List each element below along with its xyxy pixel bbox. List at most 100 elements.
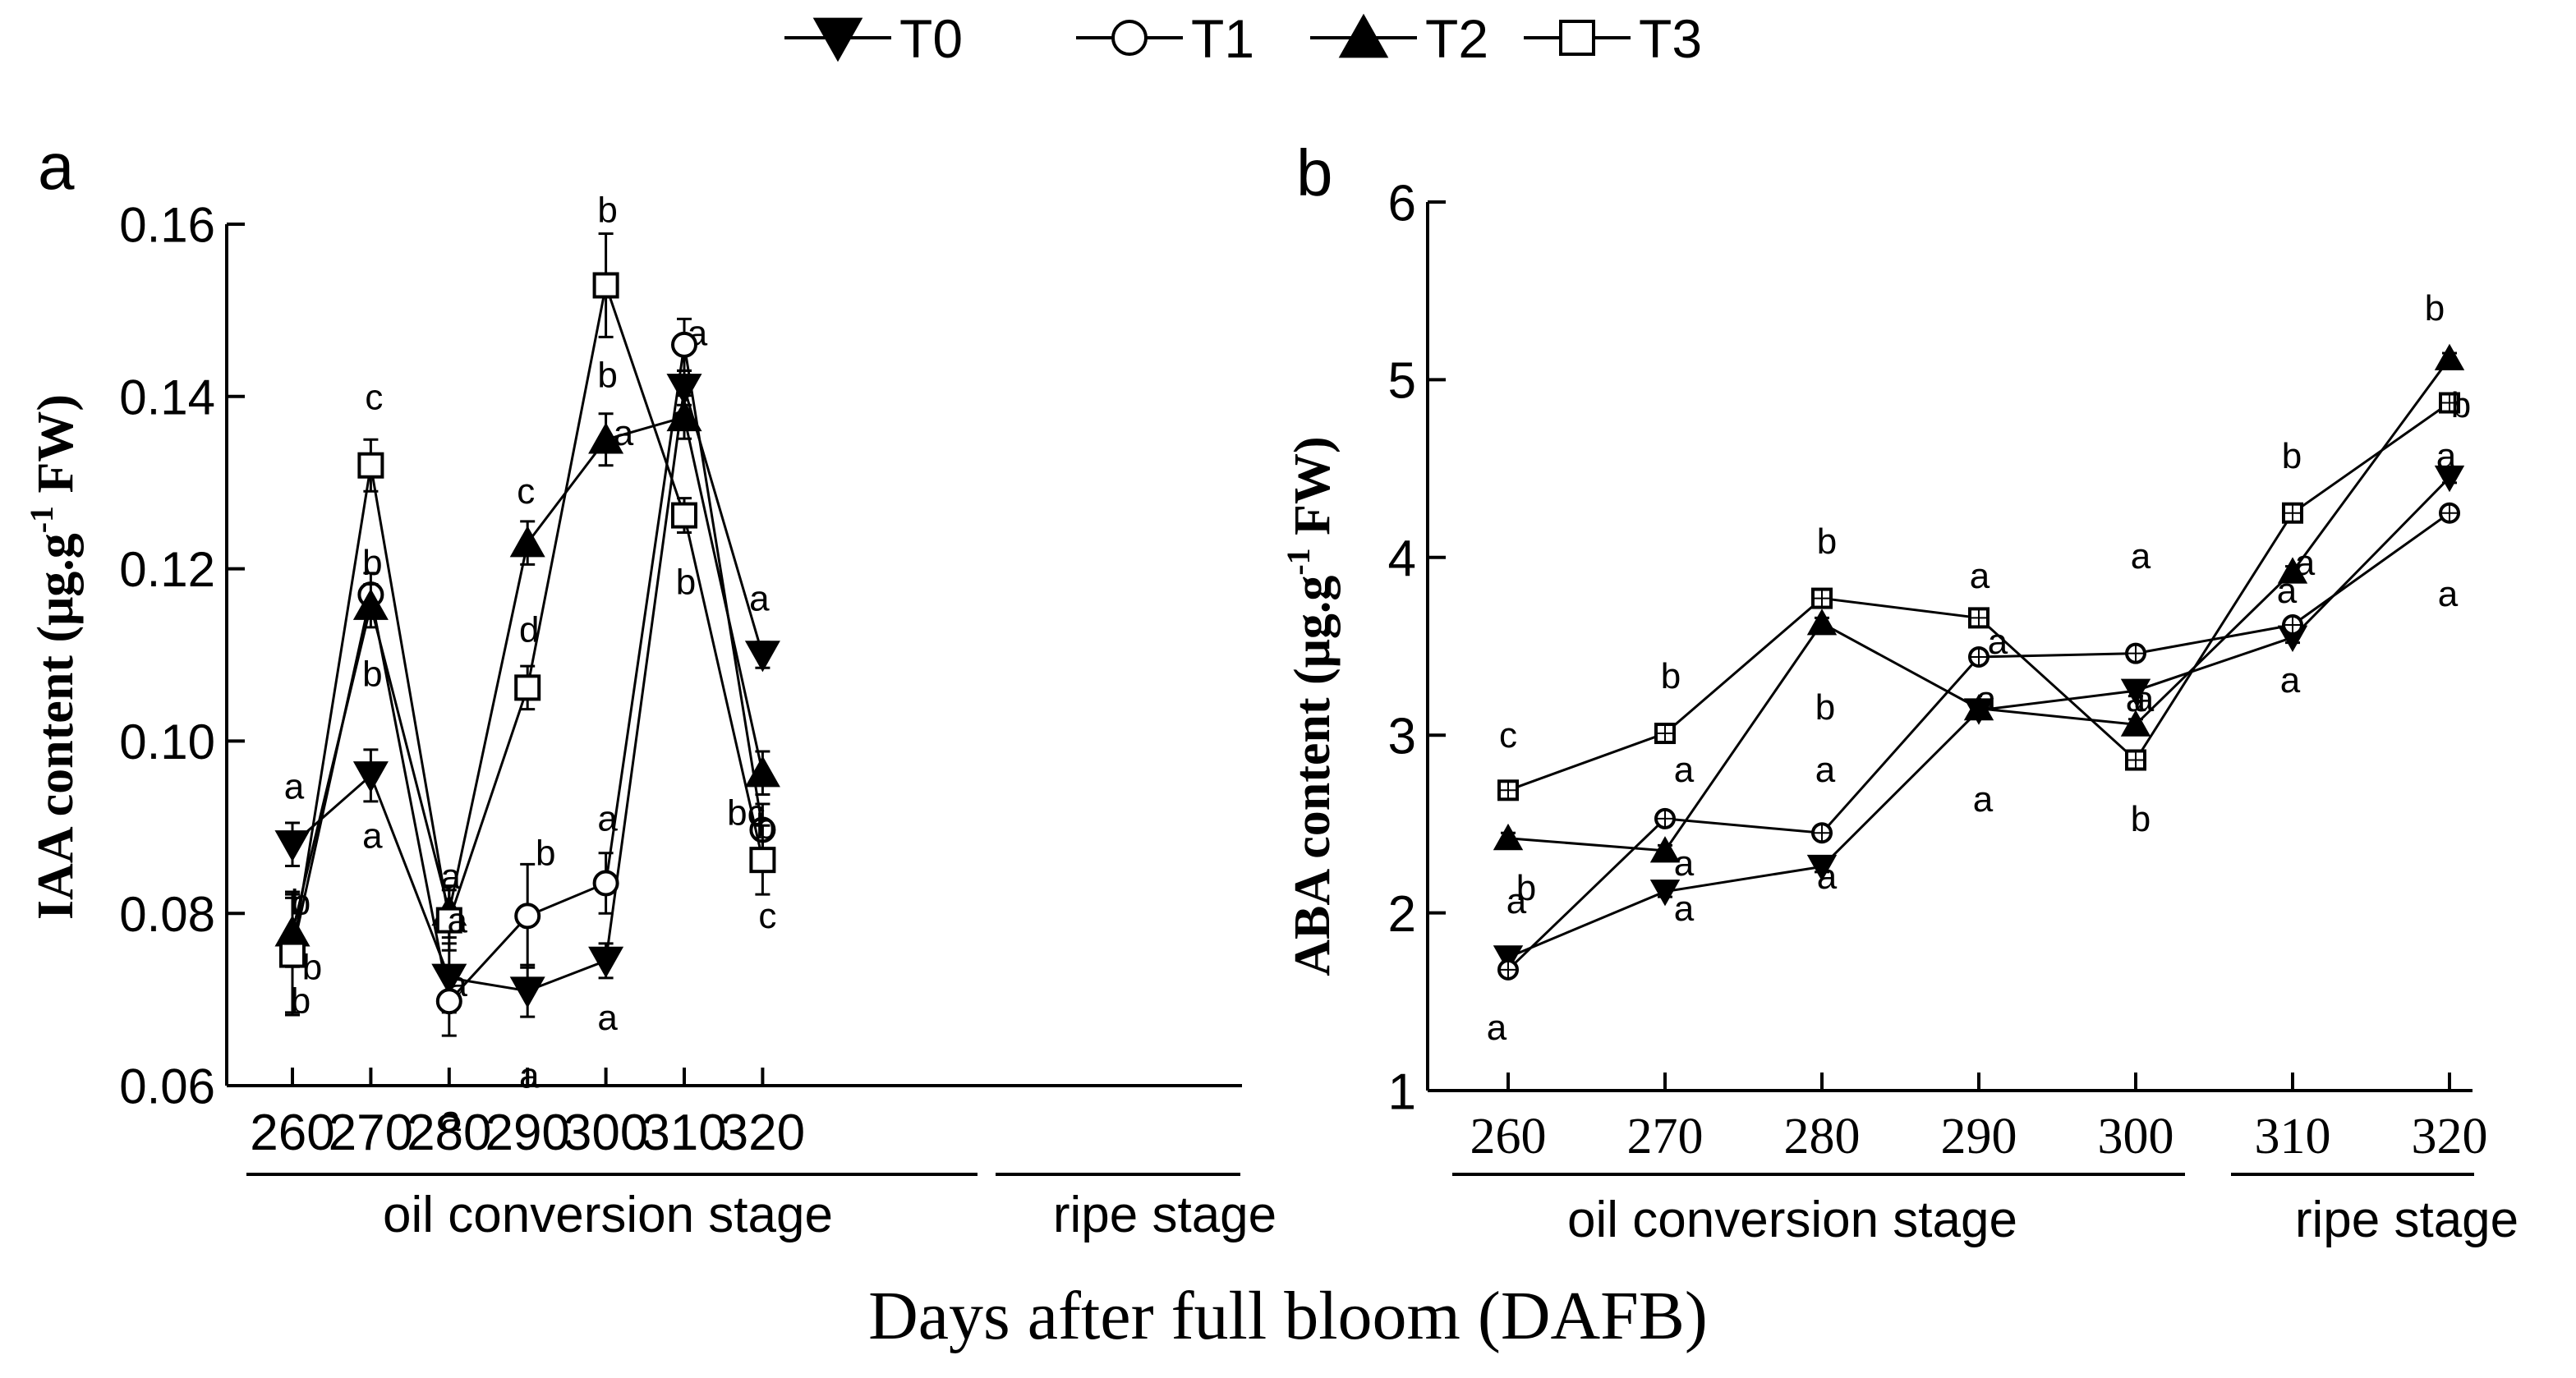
y-tick-label: 0.12: [119, 542, 215, 597]
data-point-T0: [2434, 465, 2465, 493]
significance-letter-T3: b: [2282, 436, 2302, 476]
significance-letter-T3: b: [676, 563, 696, 603]
data-point-T3: [435, 907, 462, 934]
significance-letter-T1: b: [536, 833, 555, 873]
y-tick-label: 3: [1388, 709, 1416, 765]
panel-b-aba-chart: 1 2 3 4 5 6 260 270 280 290 300 310 320 b ABA content …: [1280, 136, 2518, 1248]
x-tick-label: 270: [1627, 1109, 1704, 1164]
legend-label-T2: T2: [1425, 8, 1488, 69]
series-line-T3: [1507, 402, 2450, 792]
y-tick-label: 2: [1388, 886, 1416, 943]
data-point-T2: [1493, 823, 1524, 851]
data-point-T1: [514, 903, 541, 930]
significance-letter-T3: c: [365, 378, 383, 418]
data-point-T3: [749, 847, 776, 874]
legend-marker-T3: [1559, 20, 1595, 56]
series-line-T2: [1507, 357, 2451, 852]
significance-letter-T2: c: [517, 471, 535, 512]
data-point-T0: [744, 641, 780, 673]
y-axis-label-tail: FW): [1285, 436, 1341, 548]
stage-label: oil conversion stage: [1567, 1192, 2017, 1248]
significance-letter-T3: c: [1499, 715, 1517, 756]
significance-letter-T1: a: [1815, 750, 1836, 790]
data-point-T1: [435, 988, 462, 1015]
significance-letter-T2: a: [1674, 843, 1695, 884]
legend-label-T3: T3: [1639, 8, 1702, 69]
stage-label: oil conversion stage: [383, 1187, 833, 1243]
significance-letter-T1: a: [441, 1099, 462, 1139]
data-point-T2: [2434, 343, 2465, 370]
y-tick-label: 0.16: [119, 198, 215, 253]
significance-letter-T1: a: [2438, 574, 2459, 614]
data-point-T0: [1493, 945, 1524, 972]
significance-letter-T2: b: [1516, 868, 1536, 908]
data-point-T0: [1649, 880, 1681, 907]
data-point-T2: [2277, 557, 2308, 584]
significance-letter-T1: a: [2134, 679, 2155, 719]
significance-letter-T0: a: [284, 766, 305, 806]
significance-letter-T3: b: [2451, 385, 2471, 425]
y-tick-label: 6: [1388, 175, 1416, 232]
significance-letter-T3: b: [302, 948, 322, 988]
significance-letter-T2: a: [614, 413, 634, 453]
significance-letter-T0: a: [749, 579, 770, 619]
x-tick-label: 290: [1941, 1109, 2017, 1164]
significance-letter-T3: a: [448, 901, 468, 941]
x-tick-label: 280: [1784, 1109, 1861, 1164]
significance-letter-T0: a: [597, 998, 618, 1038]
legend-marker-T2: [1338, 13, 1389, 58]
y-axis-label-superscript: -1: [1280, 548, 1317, 575]
y-tick-label: 0.06: [119, 1059, 215, 1114]
significance-letter-T2: b: [2131, 799, 2150, 839]
y-axis-label-tail: FW): [28, 394, 84, 506]
significance-letter-T0: a: [362, 815, 383, 856]
legend-marker-T1: [1111, 20, 1148, 56]
data-point-T0: [1806, 854, 1838, 882]
figure-x-axis-label: Days after full bloom (DAFB): [868, 1278, 1708, 1354]
data-point-T0: [274, 830, 310, 862]
y-tick-label: 0.14: [119, 370, 215, 425]
significance-letter-T3: a: [1970, 556, 1990, 596]
x-tick-label: 320: [720, 1105, 805, 1161]
data-point-T2: [744, 756, 780, 788]
y-tick-label: 0.08: [119, 887, 215, 942]
x-tick-label: 270: [329, 1105, 413, 1161]
legend-label-T1: T1: [1191, 8, 1254, 69]
data-point-T3: [514, 674, 541, 701]
y-tick-label: 0.10: [119, 714, 215, 769]
y-tick-label: 5: [1388, 353, 1416, 410]
significance-letter-T2: b: [597, 355, 617, 395]
data-point-T0: [2120, 678, 2151, 705]
panel-label-a: a: [38, 130, 75, 203]
significance-letter-T1: a: [1506, 881, 1527, 921]
y-tick-label: 4: [1388, 531, 1416, 587]
significance-letter-T0: a: [1487, 1008, 1507, 1048]
data-point-T2: [352, 588, 389, 620]
significance-letter-T2: b: [2425, 288, 2445, 328]
panel-a-iaa-chart: 0.060.080.100.120.140.162602702802903003…: [23, 130, 1276, 1243]
data-point-T3: [592, 272, 619, 299]
significance-letter-T0: a: [2280, 660, 2301, 700]
x-tick-label: 290: [485, 1105, 569, 1161]
significance-letter-T0: a: [519, 1056, 540, 1096]
data-point-T1: [671, 331, 697, 358]
data-point-T0: [509, 976, 545, 1008]
significance-letter-T2: b: [1815, 687, 1835, 728]
y-tick-label: 1: [1388, 1063, 1416, 1120]
significance-letter-T1: a: [1674, 750, 1695, 790]
legend-marker-T0: [812, 17, 863, 62]
data-point-T0: [352, 761, 389, 793]
significance-letter-T0: a: [2436, 436, 2457, 476]
y-axis-label-b: ABA content (μg.g-1 FW): [1280, 436, 1341, 976]
data-point-T1: [592, 870, 619, 897]
significance-letter-T3: a: [2131, 536, 2151, 576]
stage-label: ripe stage: [1053, 1187, 1276, 1243]
x-tick-label: 320: [2412, 1109, 2488, 1164]
data-point-T2: [1806, 609, 1838, 636]
y-axis-label-main: IAA content (μg.g: [28, 533, 84, 920]
significance-letter-T0: a: [1817, 857, 1838, 897]
x-tick-label: 310: [642, 1105, 726, 1161]
significance-letter-T3: c: [758, 896, 776, 936]
data-point-T0: [588, 946, 624, 978]
